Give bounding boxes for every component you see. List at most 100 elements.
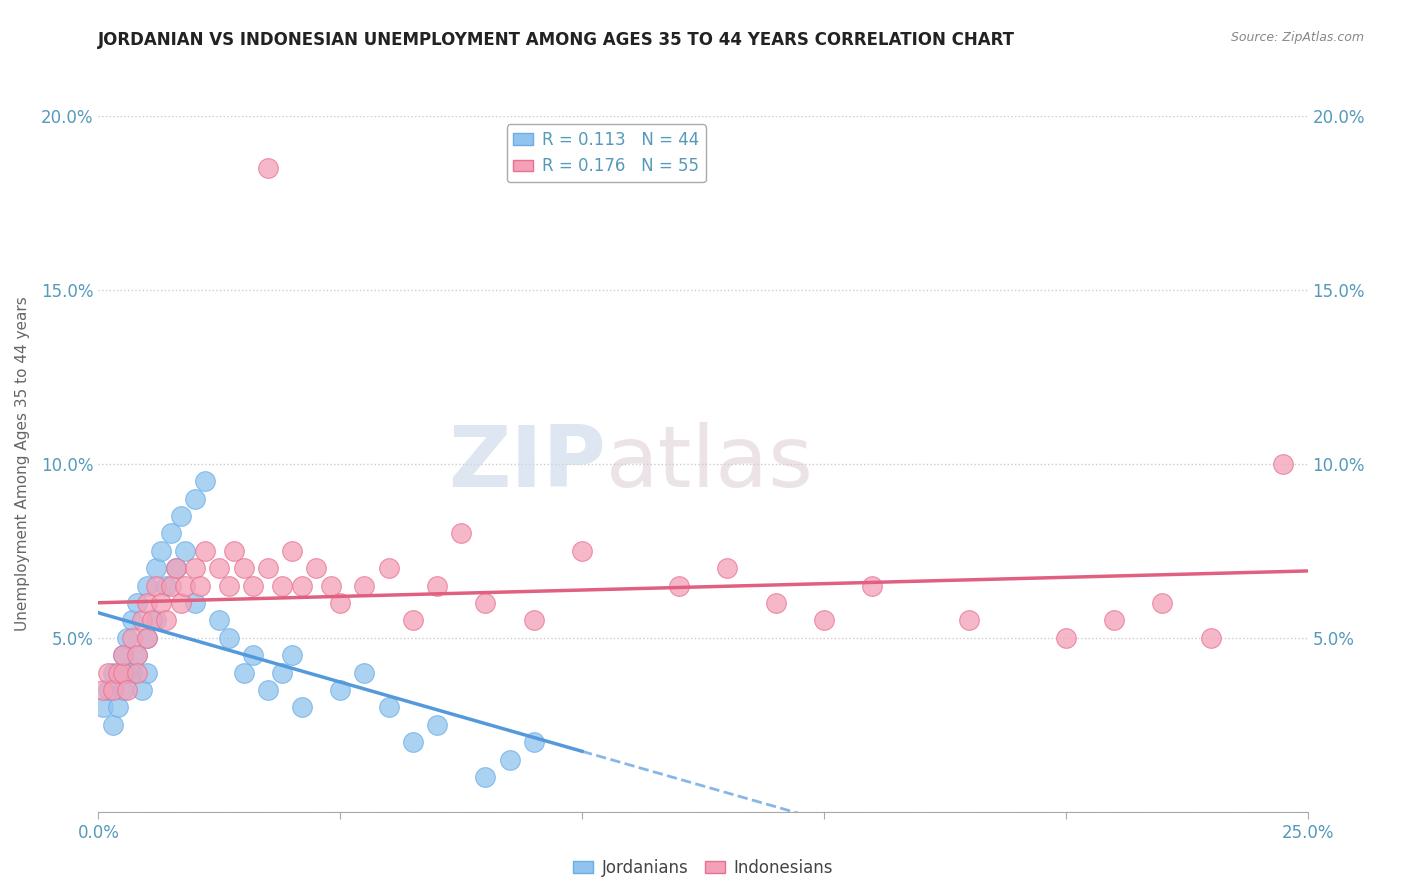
Point	[377, 700, 399, 714]
Text: atlas: atlas	[606, 422, 814, 506]
Point	[329, 683, 352, 698]
Point	[127, 648, 149, 662]
Point	[131, 683, 153, 698]
Text: Source: ZipAtlas.com: Source: ZipAtlas.com	[1230, 31, 1364, 45]
Point	[145, 578, 167, 592]
Point	[498, 753, 520, 767]
Point	[813, 614, 835, 628]
Point	[97, 683, 120, 698]
Point	[208, 614, 231, 628]
Point	[184, 561, 207, 575]
Point	[208, 561, 231, 575]
Point	[165, 561, 187, 575]
Point	[107, 700, 129, 714]
Point	[290, 700, 312, 714]
Point	[111, 648, 134, 662]
Point	[135, 631, 157, 645]
Point	[121, 631, 143, 645]
Point	[242, 578, 264, 592]
Point	[290, 578, 312, 592]
Point	[1152, 596, 1174, 610]
Point	[271, 665, 294, 680]
Point	[155, 614, 177, 628]
Point	[353, 578, 375, 592]
Point	[860, 578, 883, 592]
Point	[174, 578, 197, 592]
Point	[329, 596, 352, 610]
Point	[135, 665, 157, 680]
Point	[127, 648, 149, 662]
Point	[319, 578, 342, 592]
Point	[957, 614, 980, 628]
Point	[135, 596, 157, 610]
Point	[107, 665, 129, 680]
Point	[571, 543, 593, 558]
Point	[127, 596, 149, 610]
Point	[256, 561, 278, 575]
Point	[1199, 631, 1222, 645]
Point	[402, 614, 425, 628]
Point	[111, 683, 134, 698]
Point	[145, 561, 167, 575]
Point	[184, 491, 207, 506]
Point	[716, 561, 738, 575]
Point	[121, 665, 143, 680]
Point	[256, 683, 278, 698]
Point	[426, 578, 449, 592]
Point	[1272, 457, 1295, 471]
Point	[242, 648, 264, 662]
Text: ZIP: ZIP	[449, 422, 606, 506]
Point	[474, 770, 496, 784]
Point	[218, 631, 240, 645]
Point	[160, 526, 183, 541]
Y-axis label: Unemployment Among Ages 35 to 44 years: Unemployment Among Ages 35 to 44 years	[15, 296, 30, 632]
Point	[117, 683, 139, 698]
Point	[184, 596, 207, 610]
Point	[165, 561, 187, 575]
Point	[402, 735, 425, 749]
Point	[145, 614, 167, 628]
Point	[232, 561, 254, 575]
Point	[150, 596, 173, 610]
Point	[135, 631, 157, 645]
Point	[169, 508, 191, 523]
Point	[474, 596, 496, 610]
Point	[232, 665, 254, 680]
Point	[121, 614, 143, 628]
Point	[111, 665, 134, 680]
Point	[150, 543, 173, 558]
Point	[765, 596, 787, 610]
Point	[1102, 614, 1125, 628]
Point	[101, 717, 124, 731]
Point	[194, 474, 217, 488]
Point	[281, 543, 304, 558]
Point	[131, 614, 153, 628]
Point	[218, 578, 240, 592]
Point	[117, 665, 139, 680]
Point	[155, 578, 177, 592]
Point	[271, 578, 294, 592]
Point	[91, 683, 114, 698]
Point	[174, 543, 197, 558]
Point	[523, 735, 546, 749]
Point	[127, 665, 149, 680]
Point	[668, 578, 690, 592]
Point	[101, 665, 124, 680]
Point	[1054, 631, 1077, 645]
Point	[117, 631, 139, 645]
Point	[188, 578, 211, 592]
Point	[141, 614, 163, 628]
Point	[281, 648, 304, 662]
Point	[426, 717, 449, 731]
Point	[523, 614, 546, 628]
Legend: Jordanians, Indonesians: Jordanians, Indonesians	[567, 852, 839, 883]
Point	[135, 578, 157, 592]
Point	[111, 648, 134, 662]
Point	[256, 161, 278, 176]
Point	[194, 543, 217, 558]
Point	[222, 543, 245, 558]
Text: JORDANIAN VS INDONESIAN UNEMPLOYMENT AMONG AGES 35 TO 44 YEARS CORRELATION CHART: JORDANIAN VS INDONESIAN UNEMPLOYMENT AMO…	[98, 31, 1015, 49]
Point	[101, 683, 124, 698]
Point	[450, 526, 472, 541]
Point	[353, 665, 375, 680]
